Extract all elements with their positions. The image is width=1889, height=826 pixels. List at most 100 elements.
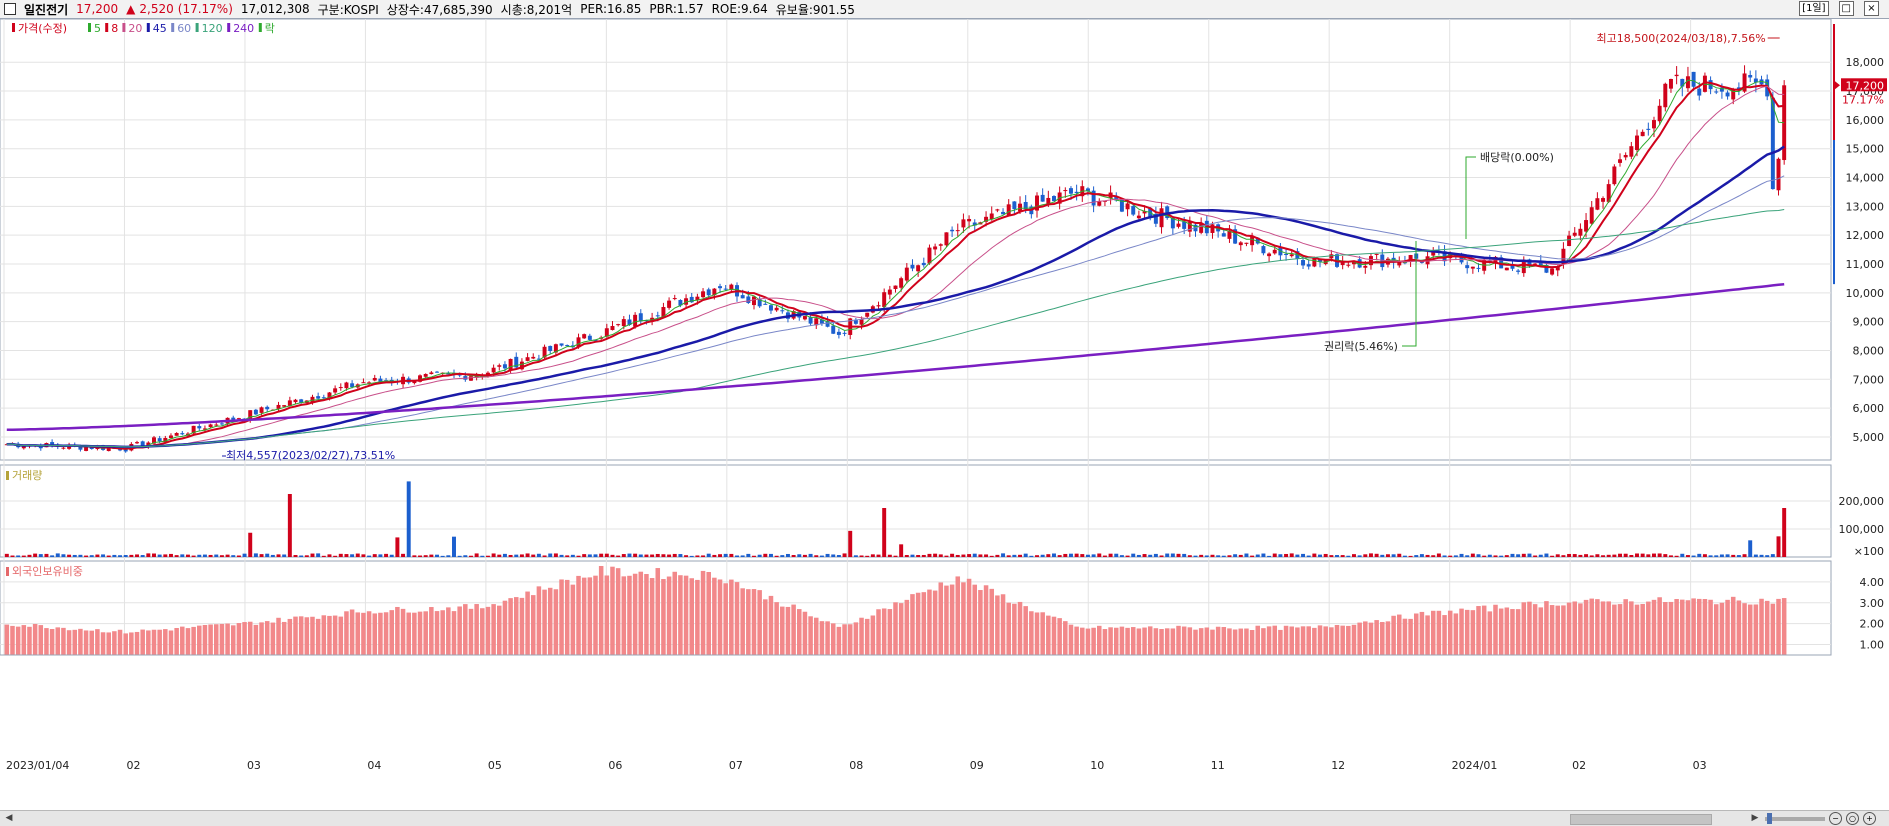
close-icon[interactable]: × [1864, 1, 1879, 16]
maximize-icon[interactable]: □ [1838, 1, 1854, 16]
candle-body [1555, 266, 1560, 271]
price-axis-label: 5,000 [1853, 431, 1885, 444]
volume-bar [208, 554, 213, 557]
zoom-in-icon[interactable]: + [1863, 812, 1876, 825]
foreign-ratio-bar [1176, 625, 1181, 655]
x-axis-label: 2023/01/04 [6, 759, 69, 772]
candle-body [616, 324, 621, 326]
candle-body [219, 423, 224, 425]
candle-body [1312, 257, 1317, 267]
volume-bar [1640, 553, 1645, 557]
volume-bar [44, 553, 49, 557]
candle-body [1635, 135, 1639, 150]
volume-bar [1029, 555, 1034, 557]
candle-body [995, 209, 1000, 211]
candle-body [802, 316, 807, 320]
zoom-reset-icon[interactable]: ○ [1846, 812, 1859, 825]
candle-body [191, 425, 196, 434]
volume-bar [1691, 555, 1696, 557]
x-axis-label: 10 [1090, 759, 1104, 772]
stock-chart[interactable]: 5,000 6,000 7,000 8,000 9,000 10,000 11,000 12,… [0, 19, 1889, 810]
current-price-pointer [1835, 81, 1840, 90]
foreign-ratio-bar [202, 625, 208, 655]
volume-bar [519, 554, 524, 557]
zoom-knob[interactable] [1767, 812, 1772, 824]
scroll-right-icon[interactable]: ▶ [1751, 813, 1759, 823]
foreign-ratio-bar [627, 575, 632, 655]
chart-scrollbar[interactable]: ◀ ▶ − ○ + [0, 810, 1889, 826]
foreign-ratio-bar [1742, 603, 1747, 655]
candle-body [1680, 78, 1685, 87]
volume-bar [876, 554, 881, 557]
select-checkbox[interactable] [4, 3, 16, 15]
volume-bar [848, 530, 853, 557]
volume-bar [1142, 554, 1147, 557]
foreign-ratio-bar [1181, 626, 1187, 655]
scroll-left-icon[interactable]: ◀ [5, 813, 13, 823]
legend-swatch [88, 23, 91, 32]
foreign-ratio-bar [372, 613, 378, 655]
volume-bar [593, 554, 598, 557]
volume-bar [1284, 553, 1289, 557]
foreign-ratio-bar [1153, 628, 1159, 655]
foreign-ratio-bar [910, 594, 915, 655]
period-button[interactable]: [1일] [1799, 1, 1829, 16]
volume-bar [1102, 555, 1107, 557]
volume-bar [576, 555, 581, 557]
volume-bar [633, 553, 638, 557]
volume-bar [321, 555, 326, 557]
foreign-ratio-bar [1753, 604, 1759, 655]
candle-body [757, 299, 762, 307]
foreign-ratio-bar [429, 607, 434, 655]
foreign-ratio-bar [1730, 596, 1736, 655]
scroll-thumb[interactable] [1570, 814, 1712, 825]
volume-bar [1623, 553, 1628, 557]
candle-body [655, 315, 660, 317]
volume-bar [1572, 554, 1577, 557]
volume-bar [361, 554, 366, 557]
legend-label: 240 [233, 22, 254, 35]
candle-body [723, 288, 728, 290]
foreign-ratio-bar [1685, 600, 1691, 655]
candle-body [989, 213, 994, 220]
foreign-ratio-bar [1572, 601, 1578, 655]
candle-body [1114, 195, 1119, 201]
candle-body [1136, 215, 1141, 219]
volume-bar [1267, 555, 1272, 557]
volume-bar [995, 554, 1000, 557]
x-axis-label: 2024/01 [1452, 759, 1498, 772]
legend-label: 5 [94, 22, 101, 35]
volume-bar [859, 555, 864, 557]
zoom-slider[interactable] [1765, 812, 1825, 824]
zoom-out-icon[interactable]: − [1829, 812, 1842, 825]
volume-bar [1567, 553, 1572, 557]
foreign-ratio-bar [1034, 612, 1040, 655]
price-change: 2,520 [139, 2, 174, 16]
candle-body [1431, 251, 1436, 256]
candle-body [1521, 260, 1526, 274]
foreign-ratio-bar [1164, 628, 1170, 655]
foreign-ratio-bar [734, 582, 740, 655]
foreign-ratio-bar [915, 592, 921, 655]
stock-name[interactable]: 일진전기 [24, 2, 69, 17]
volume-bar [299, 555, 304, 557]
volume-bar [1674, 555, 1679, 557]
volume-bar [695, 555, 700, 557]
volume-bar [910, 554, 915, 557]
candle-body [1068, 188, 1073, 194]
foreign-ratio-bar [723, 583, 728, 655]
foreign-ratio-bar [1238, 628, 1244, 655]
foreign-ratio-bar [174, 628, 179, 655]
volume-bar [1255, 554, 1260, 557]
candle-body [1199, 223, 1204, 233]
foreign-ratio-bar [842, 624, 847, 655]
volume-bar [101, 554, 106, 557]
candle-body [140, 441, 145, 447]
candle-body [497, 365, 502, 367]
volume-bar [678, 554, 683, 557]
candle-body [293, 399, 298, 403]
volume-bar [135, 554, 139, 557]
foreign-ratio-bar [1453, 613, 1459, 655]
volume-bar [1589, 555, 1594, 557]
foreign-ratio-bar [1278, 629, 1283, 655]
